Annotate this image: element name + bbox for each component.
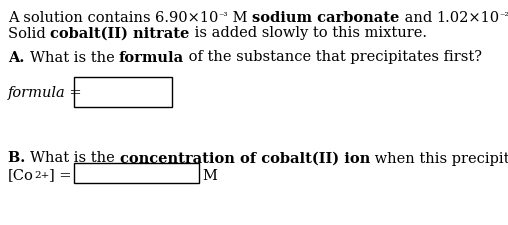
- Text: Solid: Solid: [8, 27, 50, 40]
- Text: What is the: What is the: [29, 50, 119, 65]
- Bar: [74, 77, 172, 107]
- Text: is added slowly to this mixture.: is added slowly to this mixture.: [190, 27, 427, 40]
- Text: ] =: ] =: [49, 169, 72, 182]
- Text: A.: A.: [8, 50, 29, 65]
- Text: What is the: What is the: [30, 151, 120, 166]
- Text: M: M: [202, 169, 217, 182]
- Text: formula =: formula =: [8, 86, 83, 99]
- Text: B.: B.: [8, 151, 30, 166]
- Text: concentration of cobalt(II) ion: concentration of cobalt(II) ion: [120, 151, 370, 166]
- Text: sodium carbonate: sodium carbonate: [252, 11, 400, 25]
- Text: [Co: [Co: [8, 169, 34, 182]
- Text: ⁻³: ⁻³: [218, 13, 228, 22]
- Text: formula: formula: [119, 50, 184, 65]
- Text: of the substance that precipitates first?: of the substance that precipitates first…: [184, 50, 482, 65]
- Text: 1.02×10: 1.02×10: [436, 11, 500, 25]
- Text: cobalt(II) nitrate: cobalt(II) nitrate: [50, 27, 190, 40]
- Text: ⁻²: ⁻²: [500, 13, 508, 22]
- Text: 6.90×10: 6.90×10: [155, 11, 218, 25]
- Text: and: and: [400, 11, 436, 25]
- Text: A solution contains: A solution contains: [8, 11, 155, 25]
- Bar: [74, 163, 199, 183]
- Text: when this precipitation first begins?: when this precipitation first begins?: [370, 151, 508, 166]
- Text: M: M: [228, 11, 252, 25]
- Text: 2+: 2+: [34, 171, 49, 180]
